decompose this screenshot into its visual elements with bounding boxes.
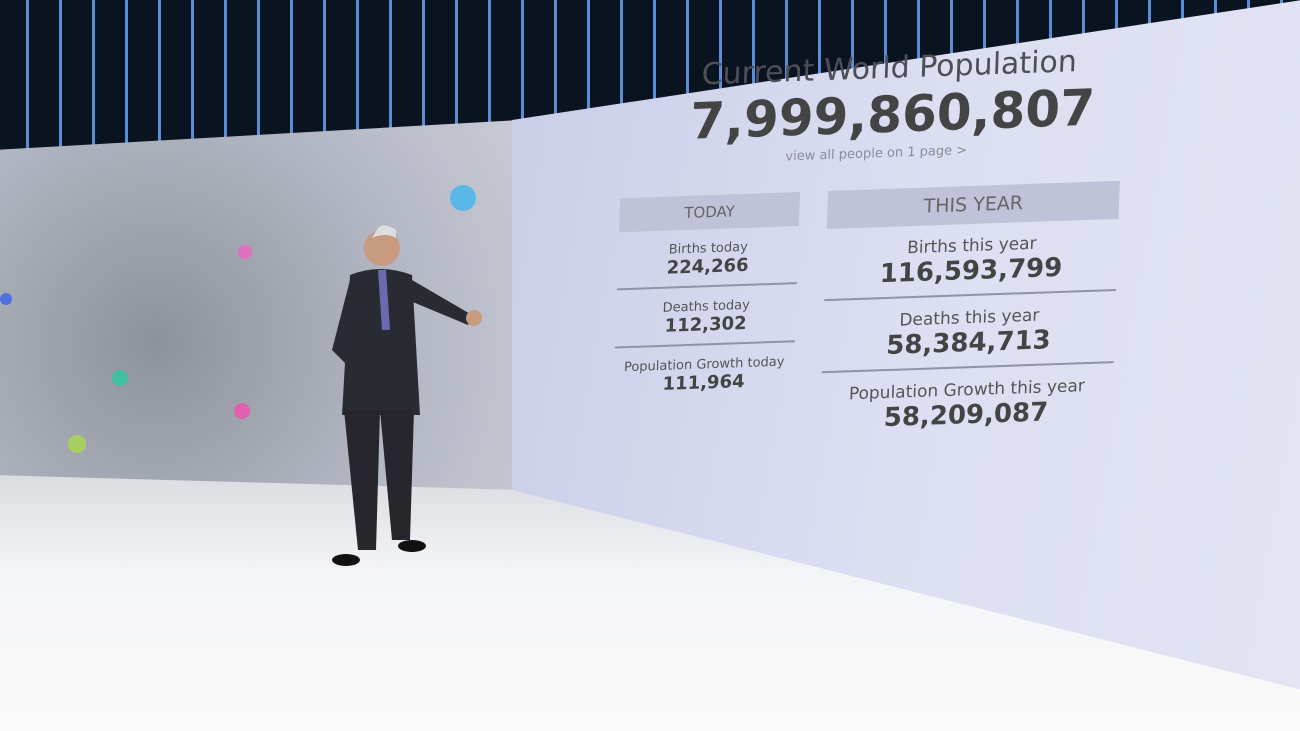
- growth-this-year: Population Growth this year 58,209,087: [848, 376, 1086, 434]
- presenter-figure: [332, 225, 482, 566]
- births-this-year: Births this year 116,593,799: [824, 218, 1119, 302]
- deaths-today: Deaths today 112,302: [614, 284, 797, 349]
- today-column: TODAY Births today 224,266 Deaths today 11…: [611, 191, 801, 451]
- deaths-this-year: Deaths this year 58,384,713: [821, 290, 1117, 374]
- this-year-column: THIS YEAR Births this year 116,593,799 De…: [819, 180, 1120, 444]
- population-counter: Current World Population 7,999,860,807 v…: [607, 43, 1125, 581]
- growth-today: Population Growth today 111,964: [623, 354, 785, 395]
- births-today: Births today 224,266: [616, 226, 799, 291]
